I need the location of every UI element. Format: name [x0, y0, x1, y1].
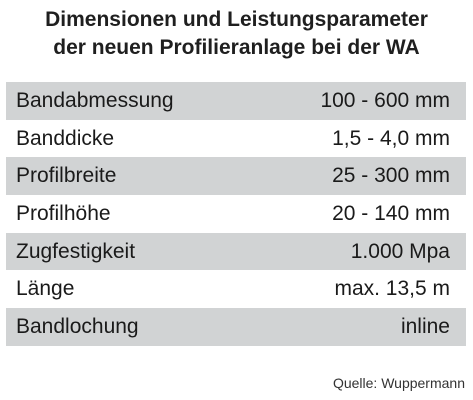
source-credit: Quelle: Wuppermann [332, 375, 465, 391]
table-row-bandlochung: Bandlochung inline [6, 308, 466, 346]
row-value: 25 - 300 mm [332, 164, 450, 188]
row-label: Zugfestigkeit [16, 239, 136, 263]
table-row-profilhoehe: Profilhöhe 20 - 140 mm [6, 195, 466, 233]
table-row-laenge: Länge max. 13,5 m [6, 270, 466, 308]
row-label: Bandabmessung [16, 88, 174, 112]
table-row-bandabmessung: Bandabmessung 100 - 600 mm [6, 82, 466, 120]
table-title-line-2: der neuen Profilieranlage bei der WA [53, 36, 420, 59]
row-label: Länge [16, 277, 75, 301]
table-title-line-1: Dimensionen und Leistungsparameter [45, 8, 428, 31]
row-label: Banddicke [16, 126, 115, 150]
row-value: max. 13,5 m [334, 277, 450, 301]
row-value: 20 - 140 mm [332, 201, 450, 225]
row-value: 1,5 - 4,0 mm [332, 126, 450, 150]
table-title: Dimensionen und Leistungsparameter der n… [0, 6, 473, 62]
row-label: Profilbreite [16, 164, 117, 188]
row-label: Bandlochung [16, 314, 139, 338]
row-value: 1.000 Mpa [350, 239, 450, 263]
table-row-zugfestigkeit: Zugfestigkeit 1.000 Mpa [6, 232, 466, 271]
row-value: inline [400, 314, 450, 338]
row-value: 100 - 600 mm [320, 88, 450, 112]
table-row-banddicke: Banddicke 1,5 - 4,0 mm [6, 120, 466, 158]
parameter-table: Bandabmessung 100 - 600 mm Banddicke 1,5… [6, 82, 466, 346]
table-row-profilbreite: Profilbreite 25 - 300 mm [6, 157, 466, 196]
row-label: Profilhöhe [16, 201, 111, 225]
